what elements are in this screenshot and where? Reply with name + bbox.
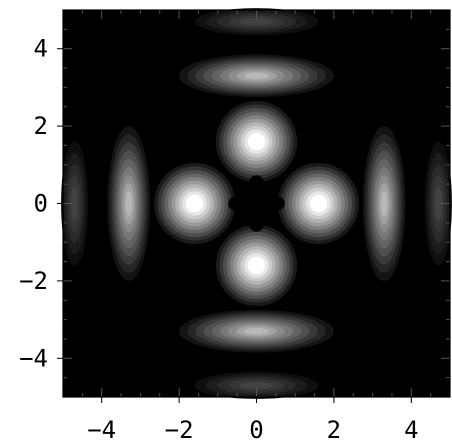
x-tick-label: −2: [165, 416, 194, 443]
contour-region-1: [215, 100, 298, 183]
contour-region-11: [424, 141, 452, 266]
contour-region-12: [61, 141, 89, 266]
contour-band: [313, 198, 324, 209]
contour-band: [380, 191, 388, 216]
contour-region-10: [194, 371, 319, 399]
contour-band: [251, 136, 262, 147]
contour-band: [239, 17, 274, 26]
contour-region-5: [179, 54, 334, 98]
y-tick-label: −2: [19, 267, 48, 295]
contour-region-4: [153, 162, 236, 245]
y-tick-label: 0: [34, 190, 48, 218]
contour-region-3: [277, 162, 360, 245]
x-tick-label: 0: [249, 416, 263, 443]
axis-tick-labels: −4 −2 0 2 4 −4 −2 0 2 4: [19, 35, 418, 443]
contour-band: [244, 72, 269, 80]
contour-region-6: [179, 309, 334, 353]
x-tick-label: 2: [327, 416, 341, 443]
y-tick-label: −4: [19, 344, 48, 372]
y-tick-label: 4: [34, 35, 48, 63]
contour-band: [251, 260, 262, 271]
contour-region-9: [194, 8, 319, 36]
contour-band: [125, 191, 133, 216]
contour-band: [189, 198, 200, 209]
contour-band: [244, 327, 269, 335]
contour-region-8: [107, 126, 151, 281]
y-tick-label: 2: [34, 112, 48, 140]
x-tick-label: 4: [404, 416, 418, 443]
axis-ticks: [57, 9, 451, 403]
contour-band: [434, 186, 443, 221]
x-tick-label: −4: [87, 416, 116, 443]
contour-region-2: [215, 224, 298, 307]
center-node: [228, 175, 285, 232]
contour-field: [61, 8, 452, 399]
contour-region-7: [362, 126, 406, 281]
contour-band: [239, 381, 274, 390]
plot-frame: [62, 9, 451, 398]
contour-band: [70, 186, 79, 221]
